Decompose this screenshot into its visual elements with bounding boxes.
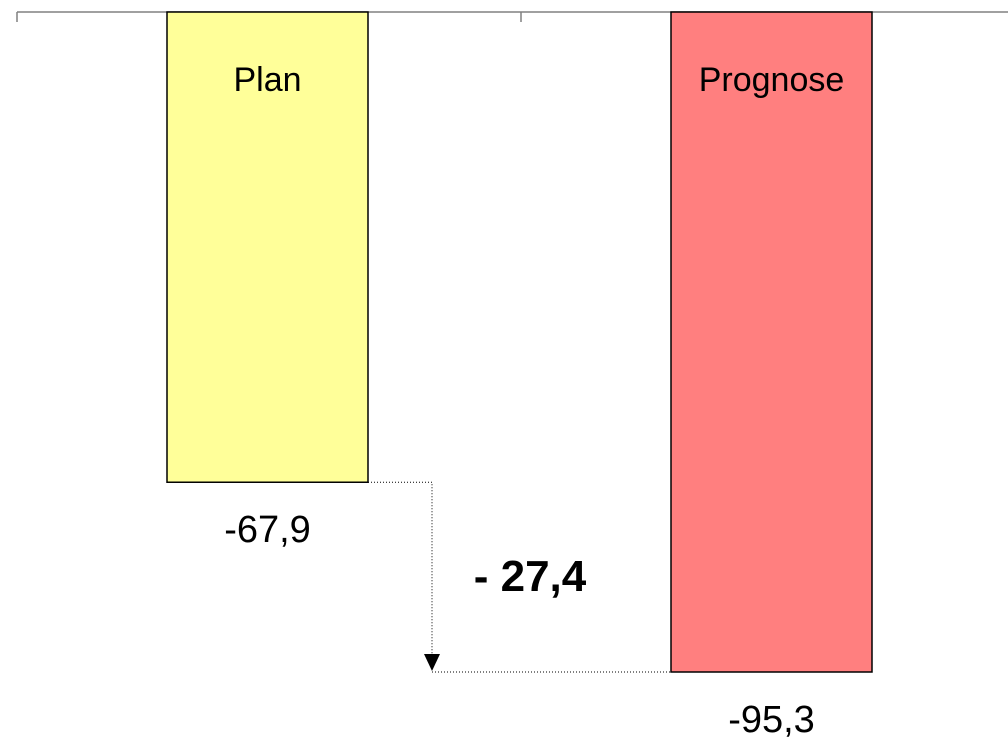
value-label-plan: -67,9 xyxy=(224,509,311,551)
difference-arrowhead xyxy=(424,654,440,671)
bar-label-plan: Plan xyxy=(233,61,301,99)
difference-label: - 27,4 xyxy=(474,552,587,601)
bar-plan xyxy=(166,11,369,483)
bar-prognose xyxy=(670,11,873,673)
bar-label-prognose: Prognose xyxy=(699,61,845,99)
value-label-prognose: -95,3 xyxy=(728,699,815,741)
difference-connector xyxy=(368,481,433,656)
